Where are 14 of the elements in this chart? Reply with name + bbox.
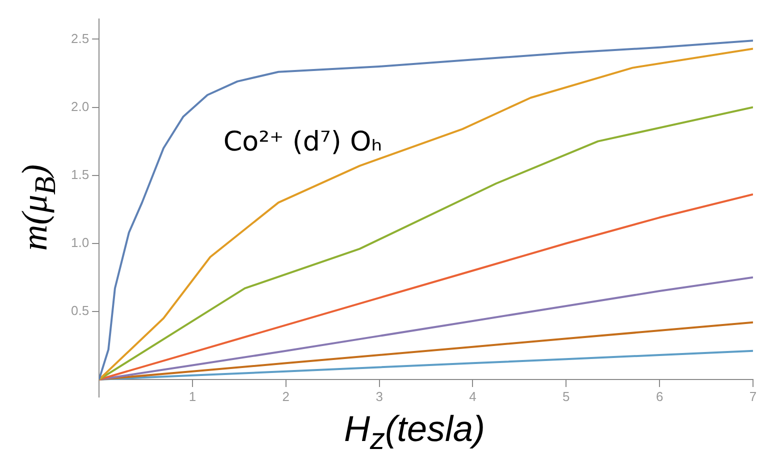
y-tick-label: 2.5 — [70, 30, 90, 46]
x-axis-title: H$_{z}$(tesla) — [342, 408, 486, 458]
x-tick-label: 1 — [188, 388, 196, 404]
annotation: Co²⁺ (d⁷) Oₕ — [223, 126, 382, 158]
x-tick-label: 3 — [376, 388, 383, 404]
x-tick-label: 4 — [469, 388, 476, 404]
x-tick-label: 2 — [282, 388, 290, 404]
y-tick-label: 1.0 — [70, 234, 90, 250]
x-tick-label: 6 — [656, 388, 664, 404]
x-tick-label: 7 — [749, 388, 757, 404]
y-tick-label: 1.5 — [70, 166, 90, 182]
y-tick-label: 0.5 — [70, 303, 90, 318]
x-tick-label: 5 — [562, 388, 570, 404]
y-tick-label: 2.0 — [70, 98, 90, 114]
